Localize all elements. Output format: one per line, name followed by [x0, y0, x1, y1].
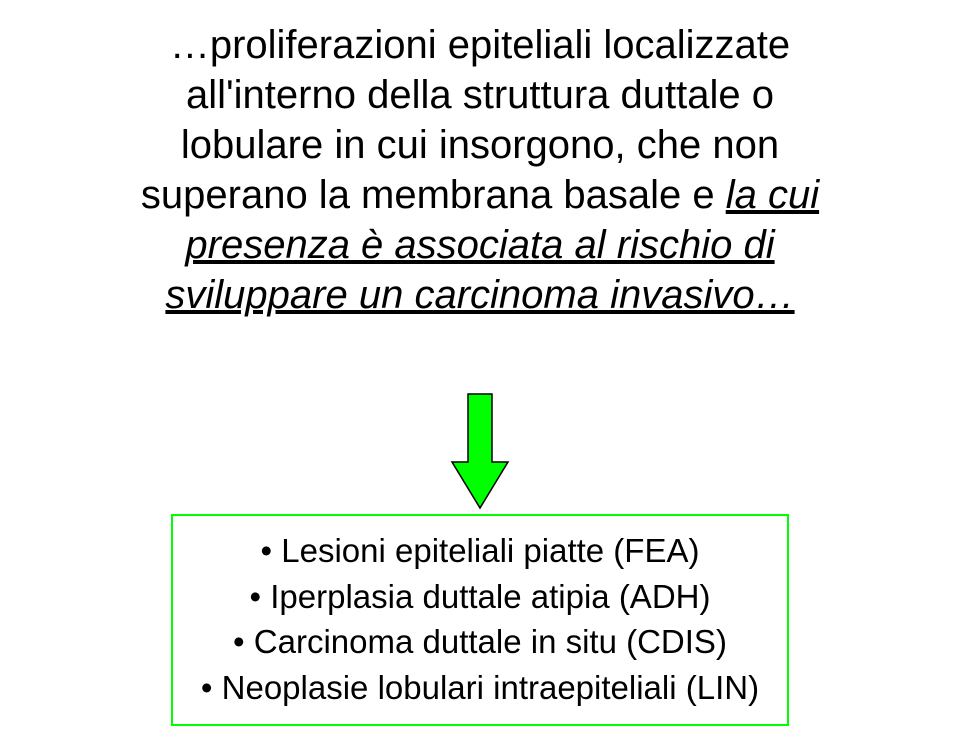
- heading-line3: lobulare in cui insorgono, che non: [181, 123, 779, 167]
- heading-block: …proliferazioni epiteliali localizzate a…: [30, 20, 930, 320]
- heading-line1-ellipsis: …: [170, 23, 210, 67]
- bullet-item: • Iperplasia duttale atipia (ADH): [201, 574, 759, 620]
- heading-line5: presenza è associata al rischio di: [185, 223, 774, 267]
- down-arrow-icon: [450, 392, 510, 510]
- bullet-item: • Lesioni epiteliali piatte (FEA): [201, 528, 759, 574]
- heading-line6: sviluppare un carcinoma invasivo…: [165, 273, 794, 317]
- heading-line1: proliferazioni epiteliali localizzate: [210, 23, 790, 67]
- slide: …proliferazioni epiteliali localizzate a…: [0, 0, 960, 737]
- heading-line4-plain: superano la membrana basale e: [141, 173, 726, 217]
- bullet-box-container: • Lesioni epiteliali piatte (FEA) • Iper…: [0, 514, 960, 726]
- arrow-container: [0, 392, 960, 510]
- bullet-box: • Lesioni epiteliali piatte (FEA) • Iper…: [171, 514, 789, 726]
- bullet-item: • Carcinoma duttale in situ (CDIS): [201, 619, 759, 665]
- heading-line4-italic: la cui: [726, 173, 819, 217]
- heading-line2: all'interno della struttura duttale o: [186, 73, 774, 117]
- bullet-item: • Neoplasie lobulari intraepiteliali (LI…: [201, 665, 759, 711]
